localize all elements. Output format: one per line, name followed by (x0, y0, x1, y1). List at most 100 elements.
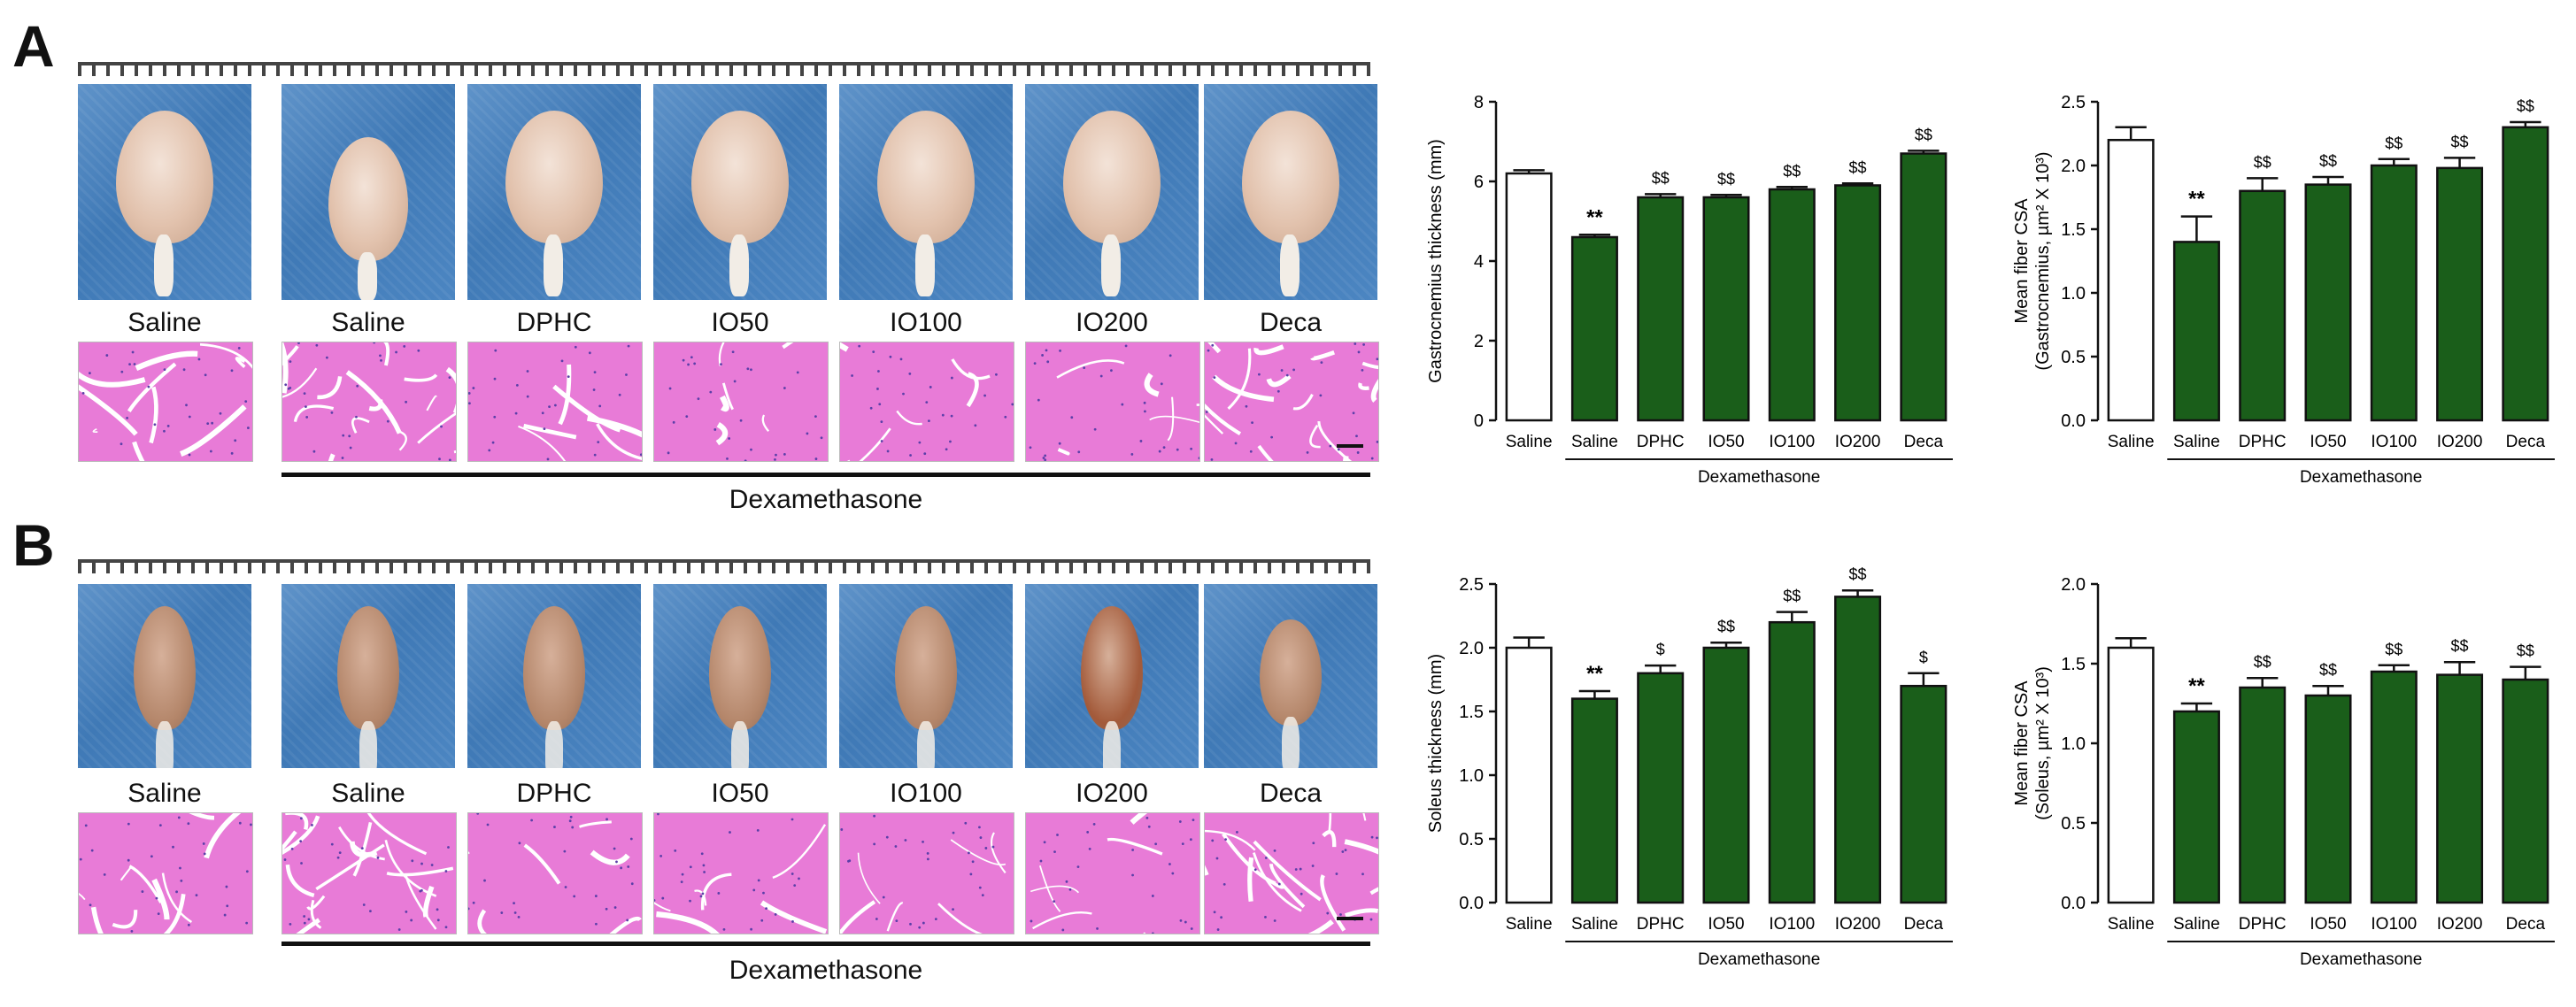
significance-mark: $$ (2517, 642, 2534, 660)
y-tick-label: 0.0 (1459, 894, 1484, 913)
significance-mark: $$ (2451, 133, 2469, 150)
x-tick-label: IO200 (2437, 915, 2483, 934)
y-axis-label: Gastrocnemius thickness (mm) (1426, 139, 1446, 383)
y-tick-label: 1.0 (2061, 284, 2086, 304)
muscle-photo (1025, 84, 1199, 300)
muscle-photo (78, 84, 251, 300)
x-tick-label: IO100 (2371, 915, 2417, 934)
x-tick-label: Deca (2506, 433, 2546, 451)
significance-mark: $ (1919, 649, 1928, 666)
muscle-photo (282, 584, 455, 768)
y-tick-label: 0.0 (2061, 411, 2086, 431)
x-tick-label: DPHC (1637, 433, 1685, 451)
bar (1637, 196, 1685, 422)
histology-image (78, 342, 253, 462)
y-tick-label: 1.5 (1459, 703, 1484, 722)
dexa-label-a: Dexamethasone (729, 485, 923, 514)
histology-image (282, 812, 457, 934)
bar (2436, 673, 2484, 904)
bar (1637, 672, 1685, 904)
significance-mark: $$ (2254, 653, 2271, 671)
histology-image (1025, 812, 1200, 934)
x-tick-label: IO100 (1769, 433, 1815, 451)
group-label: Saline (127, 308, 202, 337)
bar (1834, 596, 1882, 904)
histology-image (653, 812, 829, 934)
x-tick-label: Deca (1904, 915, 1944, 934)
panel-letter-a: A (12, 13, 55, 79)
x-tick-label: IO100 (2371, 433, 2417, 451)
bar (2239, 189, 2287, 422)
ruler-a (78, 62, 1370, 81)
significance-mark: $$ (1717, 618, 1735, 635)
y-tick-label: 2.0 (1459, 639, 1484, 658)
y-axis-label: Soleus thickness (mm) (1426, 654, 1446, 833)
group-label: IO100 (890, 308, 962, 337)
x-tick-label: Saline (2108, 915, 2155, 934)
significance-mark: $$ (2385, 641, 2402, 658)
histology-image (1204, 342, 1379, 462)
x-tick-label: DPHC (1637, 915, 1685, 934)
significance-mark: $$ (1783, 162, 1801, 180)
y-tick-label: 0.0 (2061, 894, 2086, 913)
x-tick-label: Saline (1571, 433, 1618, 451)
muscle-photo (839, 584, 1013, 768)
group-label: IO50 (711, 779, 769, 808)
group-label: Saline (127, 779, 202, 808)
significance-mark: $$ (2319, 152, 2337, 170)
histology-image (78, 812, 253, 934)
histology-image (653, 342, 829, 462)
bar (2172, 710, 2220, 904)
bar (2239, 686, 2287, 904)
group-label: DPHC (516, 779, 592, 808)
y-tick-label: 0.5 (2061, 348, 2086, 367)
y-axis-label-2: (Gastrocnemius, µm² X 10³) (2033, 151, 2053, 370)
significance-mark: $$ (1717, 170, 1735, 188)
significance-mark: $$ (2451, 637, 2469, 655)
x-tick-label: IO200 (1835, 433, 1881, 451)
bar (2107, 646, 2155, 904)
muscle-photo (839, 84, 1013, 300)
y-tick-label: 2.5 (2061, 93, 2086, 112)
group-label: Dexamethasone (2300, 950, 2422, 969)
significance-mark: $$ (1849, 566, 1867, 583)
group-label: Dexamethasone (1698, 950, 1820, 969)
x-tick-label: IO50 (2310, 915, 2346, 934)
x-tick-label: Deca (2506, 915, 2546, 934)
significance-mark: $$ (1783, 588, 1801, 605)
bar (2370, 670, 2418, 904)
histology-image (282, 342, 457, 462)
x-tick-label: IO100 (1769, 915, 1815, 934)
panel-letter-b: B (12, 512, 55, 578)
y-tick-label: 1.5 (2061, 655, 2086, 674)
significance-mark: $$ (2517, 97, 2534, 115)
x-tick-label: Saline (2108, 433, 2155, 451)
muscle-photo (467, 84, 641, 300)
y-tick-label: 2.0 (2061, 157, 2086, 176)
muscle-photo (78, 584, 251, 768)
bar (1900, 684, 1947, 904)
muscle-photo (1204, 84, 1377, 300)
y-tick-label: 1.0 (1459, 766, 1484, 786)
y-tick-label: 0.5 (2061, 814, 2086, 834)
bar (1505, 646, 1553, 904)
bar (2304, 694, 2352, 904)
significance-mark: $$ (1849, 158, 1867, 176)
chart-soleus-csa: 0.0 0.5 1.0 1.5 2.0 Mean fiber CSA (Soleus, µm… (2012, 575, 2555, 969)
dexa-rule-b (282, 942, 1370, 946)
group-label: IO50 (711, 308, 769, 337)
significance-mark: $$ (2319, 661, 2337, 679)
x-tick-label: Deca (1904, 433, 1944, 451)
chart-gastro-thickness: 0 2 4 6 8 Gastrocnemius thickness (mm) Saline *… (1426, 93, 1953, 487)
histology-image (1204, 812, 1379, 934)
dexa-rule-a (282, 473, 1370, 477)
dexa-label-b: Dexamethasone (729, 956, 923, 985)
significance-mark: $$ (2385, 135, 2402, 152)
x-tick-label: Saline (2173, 433, 2220, 451)
bar (2172, 241, 2220, 422)
bar (1570, 697, 1618, 904)
bar (1702, 196, 1750, 422)
x-tick-label: Saline (1506, 915, 1553, 934)
muscle-photo (467, 584, 641, 768)
y-tick-label: 0 (1474, 411, 1484, 431)
